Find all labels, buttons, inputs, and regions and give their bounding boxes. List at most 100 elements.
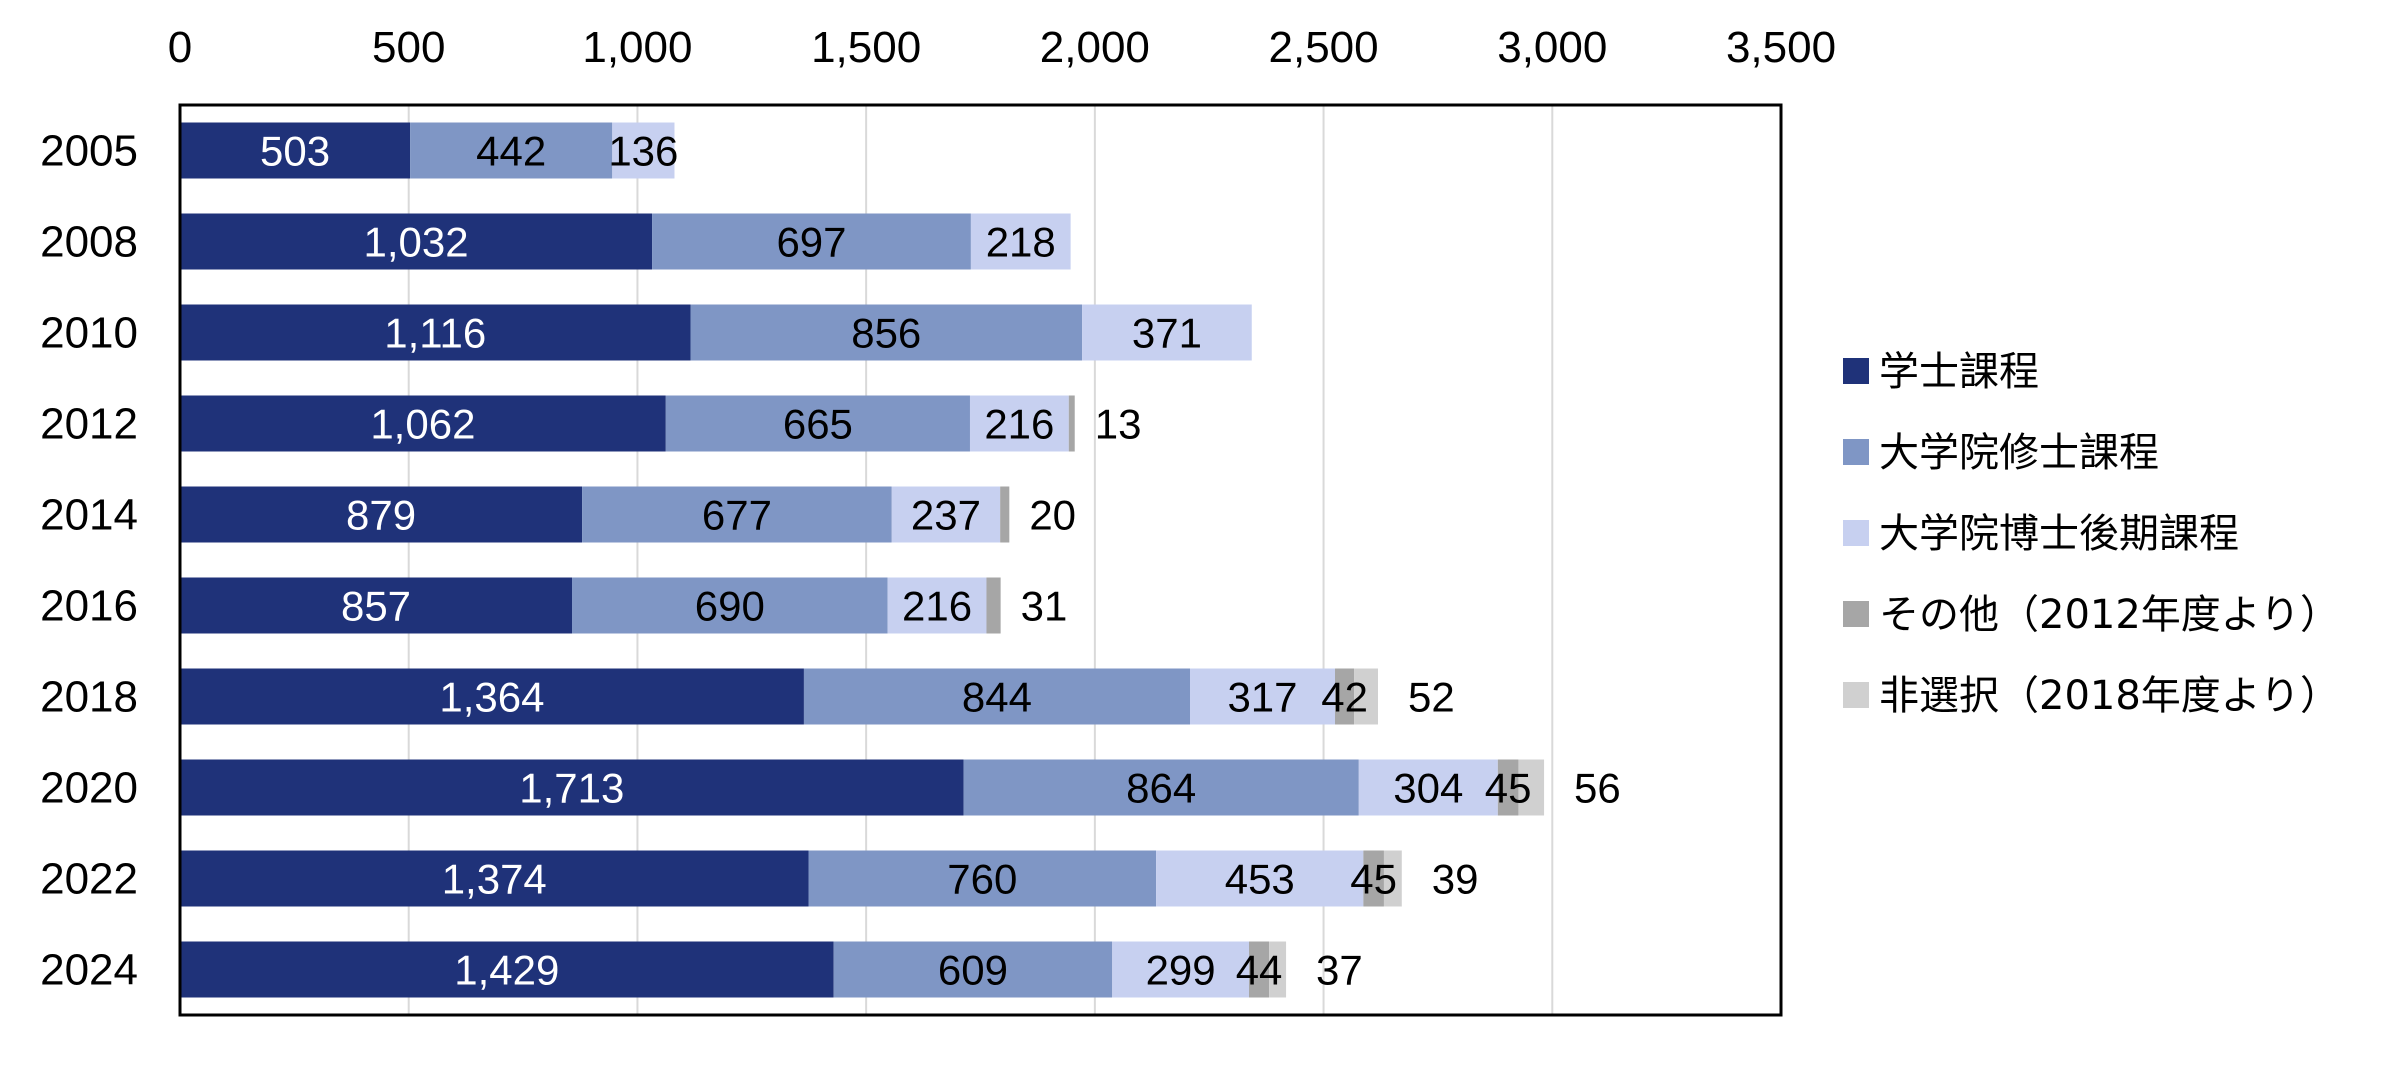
legend-label: 非選択（2018年度より） bbox=[1879, 673, 2340, 719]
bar-segment bbox=[963, 759, 1359, 816]
y-category-label: 2010 bbox=[40, 309, 138, 358]
bar-segment bbox=[1156, 850, 1364, 907]
x-tick-label: 0 bbox=[168, 23, 192, 72]
data-label: 45 bbox=[1485, 765, 1532, 812]
bar-segment bbox=[652, 213, 971, 270]
data-label: 1,062 bbox=[370, 401, 475, 448]
data-label: 39 bbox=[1432, 856, 1479, 903]
x-tick-label: 3,500 bbox=[1726, 23, 1836, 72]
data-label: 216 bbox=[902, 583, 972, 630]
data-label: 503 bbox=[260, 128, 330, 175]
bar-segment bbox=[1068, 395, 1075, 452]
data-label: 1,713 bbox=[519, 765, 624, 812]
data-label: 13 bbox=[1095, 401, 1142, 448]
data-label: 20 bbox=[1029, 492, 1076, 539]
data-label: 44 bbox=[1236, 947, 1283, 994]
x-tick-label: 1,500 bbox=[811, 23, 921, 72]
bar-segment bbox=[1190, 668, 1336, 725]
bar-segment bbox=[1269, 941, 1287, 998]
y-category-label: 2014 bbox=[40, 491, 138, 540]
data-label: 857 bbox=[341, 583, 411, 630]
bar-segment bbox=[612, 122, 675, 179]
bar-segment bbox=[833, 941, 1113, 998]
data-label: 1,429 bbox=[454, 947, 559, 994]
y-category-label: 2008 bbox=[40, 218, 138, 267]
data-label: 304 bbox=[1393, 765, 1463, 812]
data-label: 1,116 bbox=[384, 310, 486, 357]
bar-segment bbox=[1112, 941, 1250, 998]
x-tick-label: 3,000 bbox=[1497, 23, 1607, 72]
legend-label: 大学院博士後期課程 bbox=[1879, 511, 2239, 557]
bar-segment bbox=[180, 759, 964, 816]
bar-segment bbox=[572, 577, 888, 634]
y-category-label: 2005 bbox=[40, 127, 138, 176]
bar-segment bbox=[180, 941, 834, 998]
data-label: 317 bbox=[1227, 674, 1297, 721]
data-label: 1,032 bbox=[363, 219, 468, 266]
bar-segment bbox=[1497, 759, 1519, 816]
y-category-label: 2022 bbox=[40, 855, 138, 904]
bar-segment bbox=[1363, 850, 1384, 907]
bar-segment bbox=[582, 486, 892, 543]
x-tick-label: 2,500 bbox=[1269, 23, 1379, 72]
bar-segment bbox=[1249, 941, 1270, 998]
bar-segment bbox=[969, 395, 1069, 452]
data-label: 453 bbox=[1225, 856, 1295, 903]
bar-segment bbox=[1383, 850, 1402, 907]
data-label: 844 bbox=[962, 674, 1032, 721]
bar-segment bbox=[803, 668, 1191, 725]
bar-segment bbox=[665, 395, 970, 452]
bar-segment bbox=[180, 304, 691, 361]
data-label: 609 bbox=[938, 947, 1008, 994]
y-category-label: 2012 bbox=[40, 400, 138, 449]
bar-segment bbox=[1358, 759, 1498, 816]
y-category-label: 2020 bbox=[40, 764, 138, 813]
legend-label: 学士課程 bbox=[1879, 349, 2039, 395]
data-label: 864 bbox=[1126, 765, 1196, 812]
data-label: 136 bbox=[608, 128, 678, 175]
data-label: 690 bbox=[695, 583, 765, 630]
bar-segment bbox=[180, 395, 666, 452]
data-label: 37 bbox=[1316, 947, 1363, 994]
data-label: 299 bbox=[1146, 947, 1216, 994]
data-label: 1,364 bbox=[439, 674, 544, 721]
legend-swatch bbox=[1843, 520, 1869, 546]
x-tick-label: 2,000 bbox=[1040, 23, 1150, 72]
data-label: 42 bbox=[1321, 674, 1368, 721]
bar-segment bbox=[887, 577, 987, 634]
bar-segment bbox=[891, 486, 1001, 543]
bar-segment bbox=[690, 304, 1083, 361]
data-label: 237 bbox=[911, 492, 981, 539]
x-tick-label: 500 bbox=[372, 23, 445, 72]
data-label: 760 bbox=[947, 856, 1017, 903]
legend-swatch bbox=[1843, 601, 1869, 627]
data-label: 371 bbox=[1132, 310, 1202, 357]
data-label: 442 bbox=[476, 128, 546, 175]
data-label: 697 bbox=[776, 219, 846, 266]
y-category-label: 2024 bbox=[40, 946, 138, 995]
data-label: 216 bbox=[984, 401, 1054, 448]
data-label: 879 bbox=[346, 492, 416, 539]
y-category-label: 2016 bbox=[40, 582, 138, 631]
data-label: 52 bbox=[1408, 674, 1455, 721]
bar-segment bbox=[808, 850, 1157, 907]
bar-segment bbox=[986, 577, 1001, 634]
bar-segment bbox=[410, 122, 613, 179]
bar-segment bbox=[970, 213, 1071, 270]
data-label: 45 bbox=[1350, 856, 1397, 903]
bar-segment bbox=[180, 213, 653, 270]
x-tick-label: 1,000 bbox=[582, 23, 692, 72]
legend-swatch bbox=[1843, 358, 1869, 384]
bar-segment bbox=[1354, 668, 1379, 725]
bar-segment bbox=[1335, 668, 1355, 725]
bar-segment bbox=[1518, 759, 1545, 816]
bar-segment bbox=[180, 577, 573, 634]
data-label: 218 bbox=[986, 219, 1056, 266]
bar-segment bbox=[180, 668, 804, 725]
bar-segment bbox=[180, 486, 583, 543]
legend-label: その他（2012年度より） bbox=[1879, 592, 2340, 638]
bar-segment bbox=[1000, 486, 1010, 543]
data-label: 856 bbox=[851, 310, 921, 357]
